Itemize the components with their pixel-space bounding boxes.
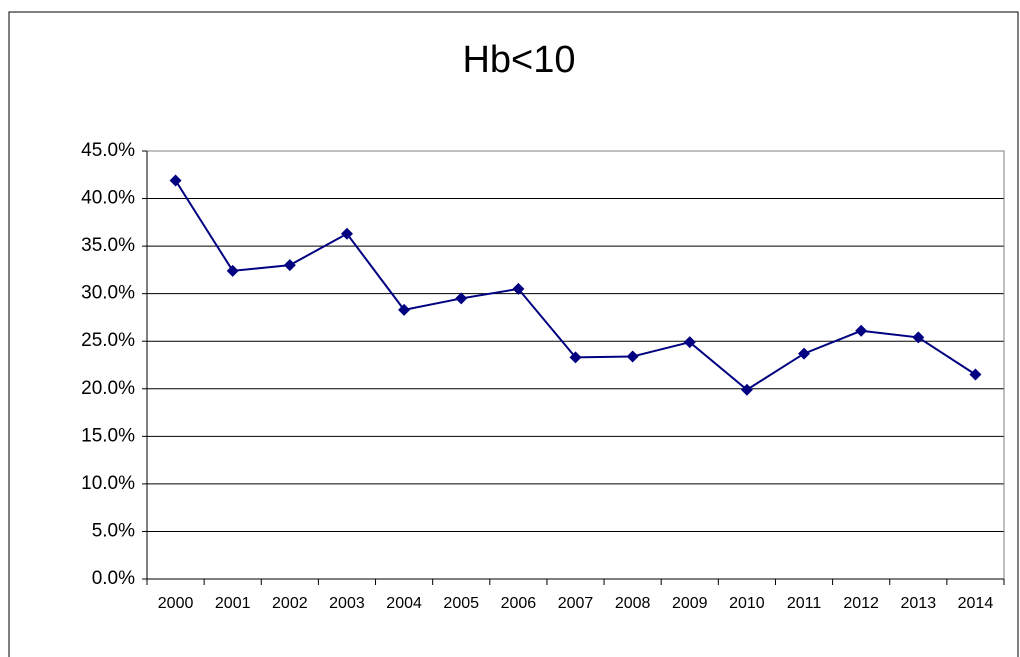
y-tick-label: 35.0% xyxy=(81,235,135,256)
data-point xyxy=(626,350,639,363)
y-tick-label: 40.0% xyxy=(81,188,135,209)
data-point xyxy=(283,259,296,272)
y-tick-label: 30.0% xyxy=(81,283,135,304)
x-tick-label: 2012 xyxy=(843,595,879,612)
x-tick-label: 2010 xyxy=(729,595,765,612)
data-point xyxy=(169,174,182,187)
y-tick-label: 15.0% xyxy=(81,425,135,446)
x-tick-label: 2011 xyxy=(787,595,822,612)
x-tick-label: 2006 xyxy=(501,595,537,612)
y-tick-label: 25.0% xyxy=(81,330,135,351)
chart-title: Hb<10 xyxy=(462,39,575,81)
data-point xyxy=(340,227,353,240)
data-point xyxy=(226,264,239,277)
data-point xyxy=(969,368,982,381)
x-tick-label: 2001 xyxy=(215,595,251,612)
x-tick-label: 2004 xyxy=(386,595,422,612)
x-tick-label: 2014 xyxy=(958,595,994,612)
x-tick-label: 2005 xyxy=(443,595,479,612)
data-point xyxy=(455,292,468,305)
y-tick-label: 45.0% xyxy=(81,140,135,161)
data-point xyxy=(512,282,525,295)
x-tick-label: 2007 xyxy=(558,595,594,612)
x-tick-label: 2008 xyxy=(615,595,651,612)
data-point xyxy=(683,336,696,349)
data-point xyxy=(855,324,868,337)
x-tick-label: 2003 xyxy=(329,595,365,612)
data-point xyxy=(912,331,925,344)
chart-frame xyxy=(8,11,1019,657)
data-point xyxy=(398,303,411,316)
y-tick-label: 10.0% xyxy=(81,473,135,494)
data-point xyxy=(740,383,753,396)
y-tick-label: 20.0% xyxy=(81,378,135,399)
plot-border xyxy=(146,150,1005,580)
data-point xyxy=(569,351,582,364)
x-tick-label: 2009 xyxy=(672,595,708,612)
x-tick-label: 2000 xyxy=(158,595,194,612)
y-tick-label: 0.0% xyxy=(92,568,135,589)
x-tick-label: 2013 xyxy=(901,595,937,612)
data-point xyxy=(798,347,811,360)
x-tick-label: 2002 xyxy=(272,595,308,612)
y-tick-label: 5.0% xyxy=(92,520,135,541)
